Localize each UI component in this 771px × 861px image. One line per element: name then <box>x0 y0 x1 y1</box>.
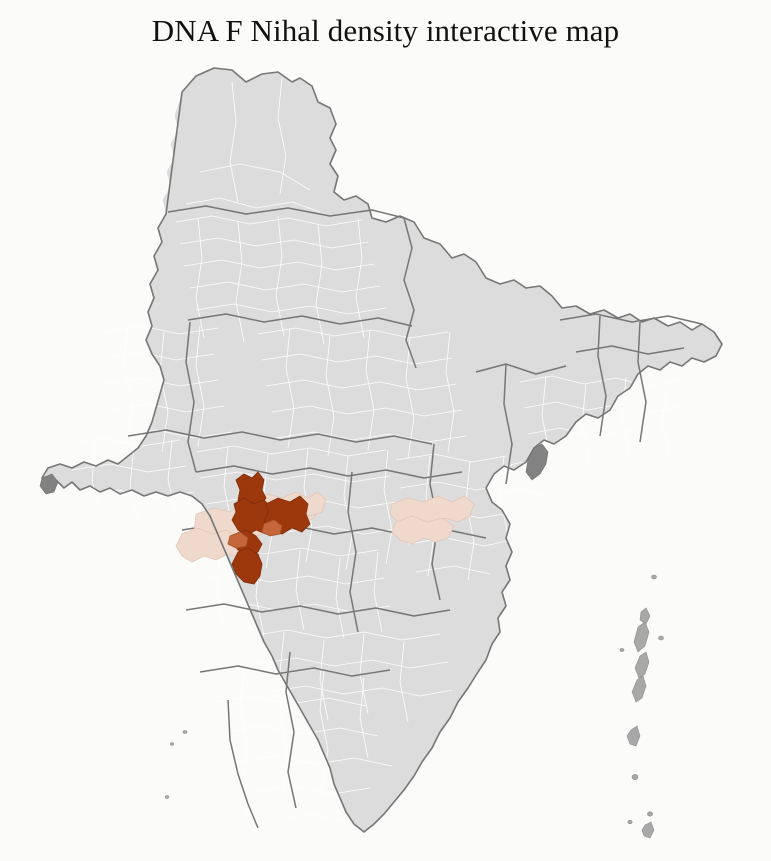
island <box>634 651 650 679</box>
island <box>651 574 657 580</box>
island <box>647 811 653 817</box>
highlight-district-mid[interactable] <box>227 531 249 549</box>
island <box>619 648 625 652</box>
highlight-low-group[interactable] <box>175 491 475 563</box>
state-boundary <box>503 363 513 485</box>
india-mainland[interactable] <box>41 67 723 833</box>
lakshadweep-islands-group <box>164 730 188 799</box>
state-boundary <box>559 313 703 325</box>
andaman-nicobar-islands-group <box>619 574 664 839</box>
state-boundary <box>475 363 567 375</box>
state-boundary <box>187 313 413 327</box>
state-boundary <box>575 345 685 355</box>
map-landmass-group <box>41 67 723 833</box>
kutch-tip-patch <box>39 473 59 495</box>
island <box>641 821 655 839</box>
island <box>639 607 651 625</box>
island <box>631 774 639 780</box>
highlight-district-high[interactable] <box>231 547 263 585</box>
state-boundary <box>597 315 607 437</box>
island <box>164 795 170 799</box>
state-boundary <box>195 465 463 479</box>
island <box>182 730 188 734</box>
state-boundary <box>347 471 359 633</box>
island <box>658 635 664 641</box>
state-boundary <box>185 321 197 473</box>
island <box>626 725 641 747</box>
highlight-district-low[interactable] <box>391 515 455 545</box>
map-svg[interactable] <box>0 52 771 861</box>
state-boundary <box>637 321 647 443</box>
state-boundary <box>185 603 451 617</box>
state-boundary <box>227 699 259 829</box>
island <box>627 819 633 825</box>
state-boundary <box>403 217 417 369</box>
state-boundary <box>127 429 433 445</box>
state-boundary <box>167 205 405 219</box>
dark-coastal-patches-group <box>39 443 549 495</box>
page-title: DNA F Nihal density interactive map <box>151 13 620 48</box>
highlight-district-mid[interactable] <box>261 519 283 537</box>
india-choropleth-map[interactable] <box>0 52 771 861</box>
district-grid-group <box>65 77 685 829</box>
island <box>631 675 647 703</box>
sundarbans-patch <box>525 443 549 481</box>
state-boundary <box>285 651 297 809</box>
state-boundary <box>199 665 391 677</box>
highlight-mid-group[interactable] <box>227 519 283 549</box>
island <box>170 742 174 746</box>
island <box>633 621 650 653</box>
